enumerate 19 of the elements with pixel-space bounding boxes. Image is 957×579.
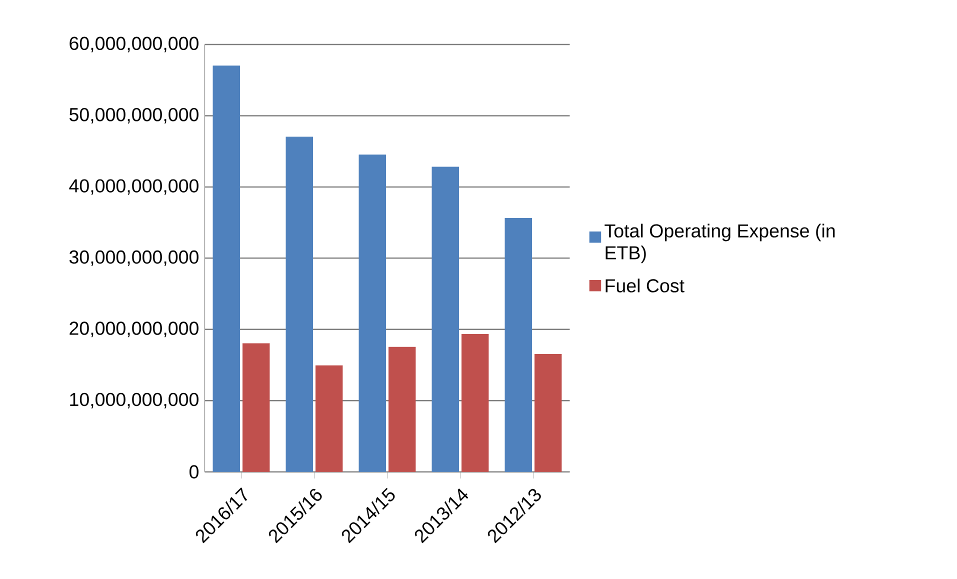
- y-tick-label: 50,000,000,000: [69, 108, 198, 124]
- bar: [286, 136, 313, 472]
- bar: [534, 354, 562, 472]
- bar: [388, 347, 416, 472]
- y-tick-label: 10,000,000,000: [70, 393, 198, 409]
- bar: [358, 154, 386, 472]
- y-tick-label: 20,000,000,000: [70, 322, 198, 338]
- bar: [432, 166, 459, 472]
- legend-label: Total Operating Expense (in ETB): [604, 224, 835, 264]
- bar: [242, 343, 270, 472]
- y-tick-label: 60,000,000,000: [70, 36, 198, 52]
- y-tick-label: 40,000,000,000: [69, 179, 198, 195]
- y-tick-label: 30,000,000,000: [69, 250, 198, 266]
- bar: [461, 334, 489, 472]
- y-tick-label: 0: [190, 465, 198, 479]
- bar: [316, 366, 343, 472]
- bar: [504, 218, 532, 472]
- bar: [212, 66, 240, 472]
- legend-label: Fuel Cost: [606, 278, 684, 293]
